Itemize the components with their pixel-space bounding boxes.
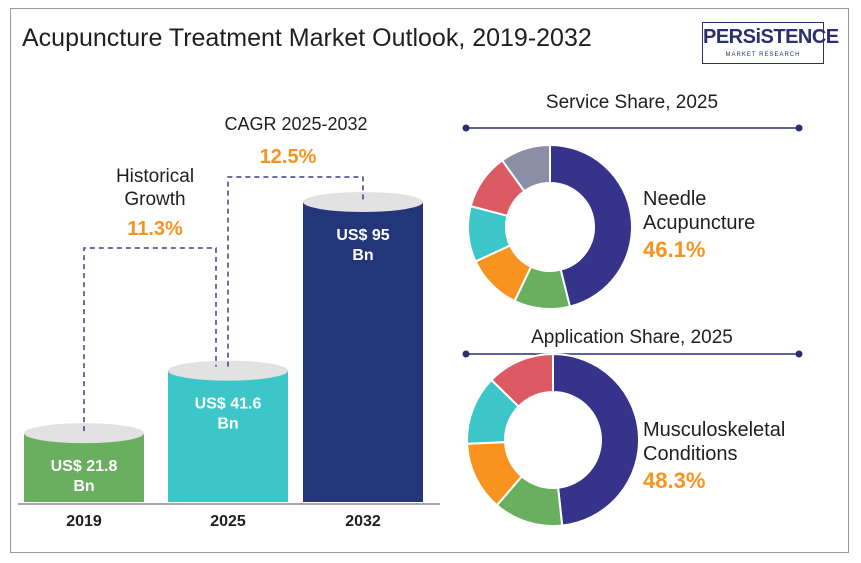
persistence-logo: PERSiSTENCE MARKET RESEARCH bbox=[702, 22, 839, 64]
application-share-highlight-label: Musculoskeletal Conditions bbox=[643, 419, 785, 465]
service-share-slice-5 bbox=[500, 143, 551, 193]
bar-value-label-2032: US$ 95 Bn bbox=[336, 227, 389, 264]
historical-growth-label: Historical Growth bbox=[116, 166, 194, 210]
cagr-bracket bbox=[227, 176, 364, 367]
infographic-frame bbox=[10, 8, 849, 553]
application-share-divider-dot-right bbox=[795, 350, 803, 358]
x-tick-label-2032: 2032 bbox=[345, 513, 381, 530]
bar-2032 bbox=[303, 202, 423, 502]
bar-2019 bbox=[24, 433, 144, 502]
logo-wordmark: PERSiSTENCE bbox=[703, 26, 839, 48]
application-share-divider-dot-left bbox=[462, 350, 470, 358]
application-share-highlight-value: 48.3% bbox=[643, 468, 705, 493]
service-share-slice-0 bbox=[549, 143, 633, 308]
bar-value-label-2025: US$ 41.6 Bn bbox=[195, 396, 262, 433]
logo-tagline: MARKET RESEARCH bbox=[725, 52, 801, 58]
bar-top-2025 bbox=[168, 360, 288, 381]
bar-value-label-2019: US$ 21.8 Bn bbox=[51, 458, 118, 495]
page-title: Acupuncture Treatment Market Outlook, 20… bbox=[22, 24, 592, 52]
x-tick-label-2019: 2019 bbox=[66, 513, 102, 530]
service-share-divider-dot-right bbox=[795, 124, 803, 132]
application-share-slice-0 bbox=[552, 352, 640, 527]
application-share-title: Application Share, 2025 bbox=[531, 327, 733, 348]
bar-top-2032 bbox=[303, 192, 423, 212]
application-share-slice-4 bbox=[490, 352, 554, 408]
x-tick-label-2025: 2025 bbox=[210, 513, 246, 530]
historical-growth-value: 11.3% bbox=[127, 218, 183, 240]
cagr-value: 12.5% bbox=[260, 146, 317, 168]
service-share-highlight-value: 46.1% bbox=[643, 237, 705, 262]
historical-growth-bracket bbox=[83, 247, 217, 432]
bar-2025 bbox=[168, 370, 288, 502]
service-share-divider-dot-left bbox=[462, 124, 470, 132]
service-share-highlight-label: Needle Acupuncture bbox=[643, 188, 755, 234]
service-share-title: Service Share, 2025 bbox=[546, 92, 718, 113]
bar-top-2019 bbox=[24, 423, 144, 444]
cagr-label: CAGR 2025-2032 bbox=[224, 114, 367, 134]
